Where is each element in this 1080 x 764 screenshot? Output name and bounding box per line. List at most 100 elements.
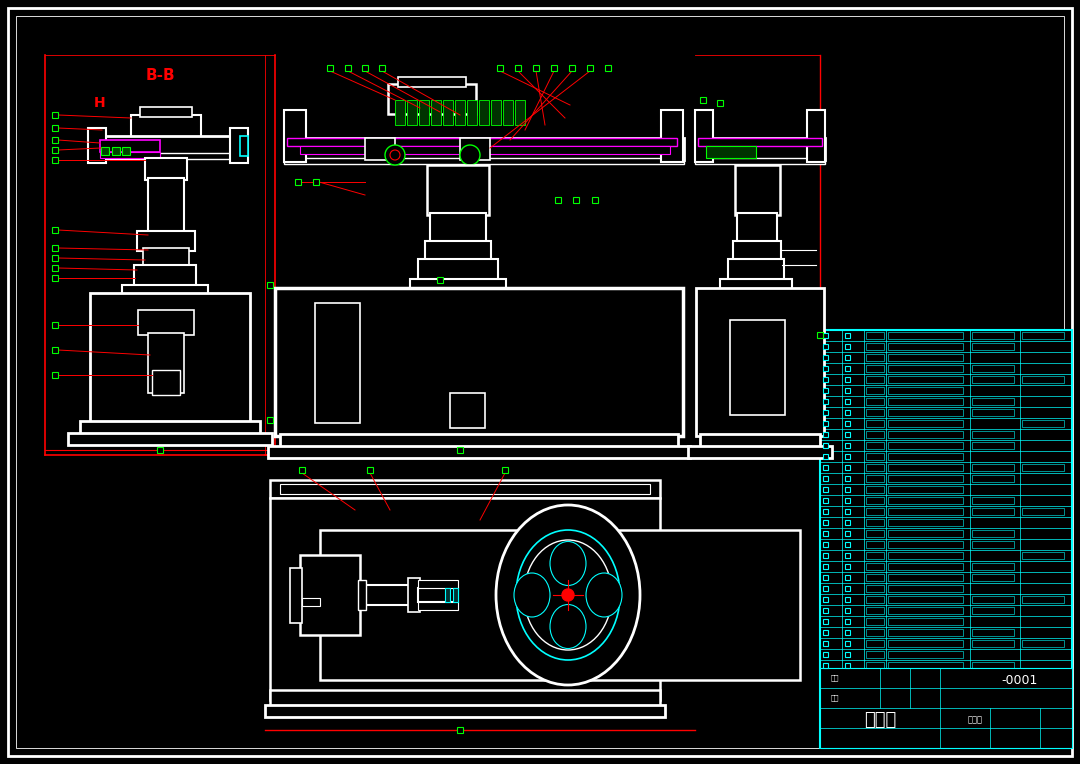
Bar	[972, 464, 1014, 471]
Bar	[661, 110, 683, 162]
Bar	[360, 585, 410, 605]
Bar	[888, 508, 963, 515]
Bar	[972, 398, 1014, 405]
Bar	[480, 100, 489, 125]
Bar	[696, 110, 713, 162]
Bar	[845, 465, 850, 470]
Bar	[888, 552, 963, 559]
Bar	[157, 447, 163, 453]
Bar	[888, 409, 963, 416]
Bar	[1022, 640, 1064, 647]
Bar	[230, 128, 248, 163]
Bar	[52, 372, 58, 378]
Bar	[457, 447, 463, 453]
Bar	[395, 100, 405, 125]
Bar	[866, 651, 885, 658]
Text: www.renrendoc.co: www.renrendoc.co	[369, 387, 511, 403]
Bar	[866, 552, 885, 559]
Bar	[845, 432, 850, 436]
Bar	[823, 619, 827, 623]
Bar	[728, 259, 784, 281]
Bar	[888, 332, 963, 339]
Bar	[345, 65, 351, 71]
Bar	[291, 568, 302, 623]
Bar	[972, 563, 1014, 570]
Bar	[888, 541, 963, 548]
Bar	[267, 417, 273, 423]
Text: 审核: 审核	[831, 694, 839, 701]
Text: 人人文库: 人人文库	[390, 344, 490, 386]
Bar	[866, 453, 885, 460]
Bar	[823, 365, 827, 371]
Bar	[845, 597, 850, 601]
Bar	[270, 480, 660, 498]
Text: 装配图: 装配图	[864, 711, 896, 729]
Bar	[52, 255, 58, 261]
Bar	[888, 651, 963, 658]
Bar	[1022, 596, 1064, 603]
Bar	[823, 607, 827, 613]
Bar	[122, 147, 130, 155]
Bar	[845, 564, 850, 568]
Bar	[362, 65, 368, 71]
Bar	[888, 442, 963, 449]
Bar	[866, 486, 885, 493]
Bar	[1022, 420, 1064, 427]
Bar	[823, 475, 827, 481]
Bar	[569, 65, 575, 71]
Bar	[866, 464, 885, 471]
Bar	[315, 303, 360, 423]
Bar	[845, 530, 850, 536]
Bar	[823, 344, 827, 348]
Bar	[1022, 332, 1064, 339]
Bar	[267, 282, 273, 288]
Bar	[820, 668, 1072, 748]
Bar	[295, 179, 301, 185]
Bar	[68, 433, 272, 445]
Bar	[888, 585, 963, 592]
Bar	[823, 410, 827, 415]
Bar	[52, 147, 58, 153]
Bar	[503, 100, 513, 125]
Bar	[823, 640, 827, 646]
Bar	[823, 354, 827, 360]
Bar	[845, 442, 850, 448]
Bar	[823, 652, 827, 656]
Bar	[972, 629, 1014, 636]
Bar	[275, 288, 683, 436]
Text: -0001: -0001	[1002, 674, 1038, 687]
Bar	[866, 376, 885, 383]
Bar	[87, 153, 243, 159]
Bar	[280, 484, 650, 494]
Bar	[888, 343, 963, 350]
Bar	[866, 640, 885, 647]
Bar	[419, 100, 429, 125]
Circle shape	[562, 589, 573, 601]
Bar	[866, 398, 885, 405]
Bar	[845, 652, 850, 656]
Bar	[357, 580, 366, 610]
Bar	[313, 179, 319, 185]
Bar	[823, 575, 827, 580]
Bar	[52, 322, 58, 328]
Bar	[972, 365, 1014, 372]
Bar	[588, 65, 593, 71]
Bar	[866, 354, 885, 361]
Bar	[437, 277, 443, 283]
Bar	[866, 475, 885, 482]
Bar	[823, 432, 827, 436]
Bar	[137, 231, 195, 251]
Bar	[52, 245, 58, 251]
Bar	[866, 497, 885, 504]
Bar	[302, 598, 320, 606]
Bar	[408, 578, 420, 612]
Bar	[284, 158, 684, 164]
Bar	[515, 100, 525, 125]
Bar	[300, 146, 670, 154]
Bar	[866, 607, 885, 614]
Bar	[823, 487, 827, 491]
Bar	[888, 519, 963, 526]
Bar	[888, 398, 963, 405]
Bar	[696, 138, 825, 160]
Bar	[491, 100, 501, 125]
